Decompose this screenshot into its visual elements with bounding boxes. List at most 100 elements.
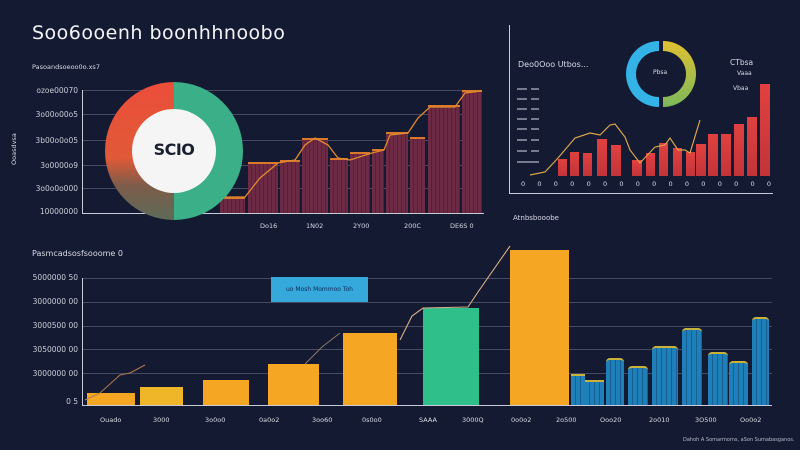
legend-note: CTbsa bbox=[730, 58, 754, 67]
bar bbox=[428, 105, 460, 213]
bar bbox=[659, 143, 668, 176]
donut-center-label: SCIO bbox=[153, 140, 195, 159]
bar bbox=[585, 380, 604, 405]
bar bbox=[571, 374, 585, 405]
bar bbox=[330, 158, 348, 213]
gridline bbox=[82, 140, 482, 141]
x-tick: Do16 bbox=[260, 222, 278, 230]
x-tick: 0 bbox=[537, 180, 542, 188]
x-tick: 0o0o2 bbox=[511, 416, 532, 424]
top-right-footer-label: Atnbsbooobe bbox=[513, 214, 559, 222]
bar bbox=[570, 152, 579, 176]
bar bbox=[673, 148, 682, 176]
x-tick: 0 bbox=[521, 180, 526, 188]
y-tick: 3o0000o9 bbox=[40, 161, 78, 170]
gridline bbox=[82, 278, 772, 279]
top-right-title: Deo0Ooo Utbos... bbox=[518, 60, 589, 69]
bar bbox=[140, 387, 183, 405]
y-tick: 3000500 00 bbox=[32, 321, 78, 330]
x-axis bbox=[82, 405, 772, 406]
bar bbox=[686, 152, 695, 176]
x-tick: 0 bbox=[602, 180, 608, 188]
gridline bbox=[82, 302, 772, 303]
y-tick: 3o0o0o000 bbox=[35, 184, 78, 193]
x-tick: 0 bbox=[684, 180, 690, 188]
x-tick: 3O500 bbox=[695, 416, 717, 424]
bar bbox=[760, 84, 770, 176]
bar bbox=[350, 152, 370, 213]
bar bbox=[558, 159, 567, 176]
y-tick: 5000000 50 bbox=[32, 273, 78, 282]
x-tick: DE6S 0 bbox=[450, 222, 474, 230]
y-tick: 3050000 00 bbox=[32, 345, 78, 354]
bar bbox=[696, 144, 706, 176]
bar bbox=[597, 139, 607, 176]
y-tick: 3000000 00 bbox=[32, 297, 78, 306]
x-tick: Ouado bbox=[100, 416, 122, 424]
x-axis bbox=[82, 213, 484, 214]
bar bbox=[302, 138, 328, 213]
x-tick: 3o0o0 bbox=[205, 416, 226, 424]
x-tick: 2Y00 bbox=[353, 222, 370, 230]
bar bbox=[708, 134, 718, 176]
x-tick: Oo0o2 bbox=[740, 416, 762, 424]
donut-label: Pbsa bbox=[653, 69, 668, 76]
x-tick: 3000Q bbox=[462, 416, 484, 424]
bar bbox=[583, 153, 592, 176]
bar bbox=[220, 197, 245, 213]
x-tick: 0 bbox=[734, 180, 739, 188]
bar bbox=[372, 149, 384, 213]
bar bbox=[682, 328, 702, 405]
x-tick: 3oo60 bbox=[312, 416, 333, 424]
bar bbox=[462, 90, 482, 213]
top-right-y-ticks bbox=[517, 88, 539, 163]
x-tick: 0 bbox=[766, 180, 771, 188]
highlight-tag: uo Mosh Mommoo Toh bbox=[271, 277, 368, 302]
bottom-subtitle: Pasmcadsosfsooome 0 bbox=[32, 249, 123, 258]
top-right-frame-bottom bbox=[509, 193, 773, 194]
x-tick: 0 bbox=[586, 180, 591, 188]
top-right-frame-left bbox=[509, 25, 510, 193]
x-tick: 0 bbox=[717, 180, 722, 188]
bar bbox=[708, 352, 728, 405]
x-tick: 0 bbox=[635, 180, 640, 188]
value-note: Vbaa bbox=[733, 85, 749, 92]
footer-caption: Dahoh A Somarmoms, aSon Sumabasganos. bbox=[683, 437, 795, 443]
donut-chart-top-left bbox=[105, 82, 243, 220]
x-tick: 2o010 bbox=[649, 416, 670, 424]
dashboard-title: Soo6ooenh boonhhnoobo bbox=[32, 22, 286, 44]
x-tick: SAAA bbox=[419, 416, 437, 424]
x-tick: 3000 bbox=[153, 416, 170, 424]
legend-sub: Vaaa bbox=[737, 70, 752, 77]
x-tick: 2o500 bbox=[556, 416, 577, 424]
bar bbox=[410, 137, 425, 213]
bar bbox=[203, 380, 249, 405]
top-left-subtitle: Pasoandsoeoo0o.xs7 bbox=[32, 63, 100, 71]
x-tick: 200C bbox=[404, 222, 421, 230]
x-tick: 0a0o2 bbox=[259, 416, 280, 424]
bar bbox=[343, 333, 397, 405]
gridline bbox=[82, 90, 482, 91]
y-tick: 3b00o0o05 bbox=[35, 136, 78, 145]
x-tick: Ooo20 bbox=[600, 416, 622, 424]
bar bbox=[386, 132, 408, 213]
bar bbox=[632, 160, 642, 176]
x-tick: 0 bbox=[619, 180, 624, 188]
bar bbox=[747, 117, 757, 176]
y-tick: 10000000 bbox=[39, 207, 78, 216]
y-axis bbox=[82, 90, 83, 214]
bar bbox=[611, 145, 621, 176]
donut-chart-top-right bbox=[626, 41, 696, 107]
y-tick: ozoe00070 bbox=[36, 86, 78, 95]
bar bbox=[268, 364, 319, 405]
y-axis bbox=[82, 278, 83, 406]
top-right-x-ticks: 0 0 0 0 0 0 0 0 0 0 0 0 0 0 0 0 bbox=[521, 180, 771, 188]
x-tick: 0 bbox=[668, 180, 673, 188]
x-tick: 0 bbox=[652, 180, 657, 188]
gridline bbox=[82, 114, 482, 115]
bar bbox=[752, 317, 769, 405]
x-tick: 1N02 bbox=[306, 222, 324, 230]
